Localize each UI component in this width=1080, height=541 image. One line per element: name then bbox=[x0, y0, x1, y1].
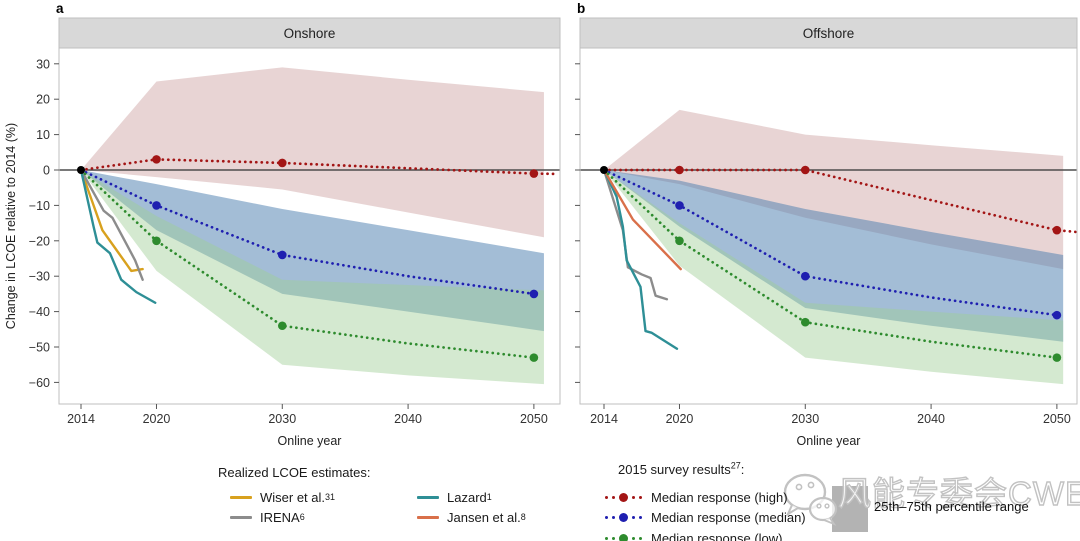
dotted-line-swatch bbox=[603, 513, 644, 522]
y-tick-label: −40 bbox=[29, 305, 50, 319]
y-tick-label: 30 bbox=[36, 57, 50, 71]
survey-legend-title-colon: : bbox=[740, 462, 745, 477]
x-tick-label: 2050 bbox=[1043, 412, 1071, 426]
survey-series-label: Median response (median) bbox=[651, 510, 806, 525]
realized-series-swatch bbox=[230, 495, 252, 499]
survey-series-label: Median response (low) bbox=[651, 530, 783, 541]
y-tick-label: −50 bbox=[29, 341, 50, 355]
x-tick-label: 2014 bbox=[590, 412, 618, 426]
realized-line bbox=[79, 168, 144, 273]
survey-legend-title-text: 2015 survey results bbox=[618, 462, 731, 477]
survey-legend-item: Median response (low) bbox=[603, 530, 783, 541]
realized-line bbox=[602, 168, 679, 350]
origin-dot bbox=[77, 166, 85, 174]
realized-legend-title: Realized LCOE estimates: bbox=[218, 465, 371, 480]
x-tick-label: 2040 bbox=[917, 412, 945, 426]
x-tick-label: 2020 bbox=[143, 412, 171, 426]
y-axis-title: Change in LCOE relative to 2014 (%) bbox=[4, 123, 18, 329]
y-tick-label: 20 bbox=[36, 93, 50, 107]
panel-letter: b bbox=[577, 1, 585, 16]
realized-series-swatch bbox=[230, 515, 252, 519]
x-tick-label: 2040 bbox=[394, 412, 422, 426]
realized-series-label: IRENA bbox=[260, 509, 300, 525]
panel-onshore: Onshore a 2014 2020 2030 2040 2050 Online year 3… bbox=[29, 1, 561, 448]
panel-title: Onshore bbox=[284, 26, 336, 41]
y-tick-label: 0 bbox=[43, 164, 50, 178]
panel-offshore: Offshore b 2014 2020 2030 2040 2050 Online year bbox=[575, 1, 1078, 448]
x-tick-label: 2014 bbox=[67, 412, 95, 426]
survey-legend: 2015 survey results27: Median response (… bbox=[603, 458, 1073, 541]
panel-header bbox=[579, 17, 1078, 49]
plot-border bbox=[579, 47, 1078, 405]
dotted-line-swatch bbox=[603, 492, 644, 502]
survey-marker bbox=[277, 250, 287, 260]
survey-series-label: Median response (high) bbox=[651, 489, 788, 505]
dotted-line-swatch bbox=[603, 533, 644, 541]
survey-median-line bbox=[79, 168, 536, 296]
realized-line bbox=[602, 168, 682, 271]
realized-legend-item: IRENA 6 bbox=[230, 509, 305, 525]
x-tick-label: 2050 bbox=[520, 412, 548, 426]
survey-legend-title: 2015 survey results27: bbox=[618, 460, 745, 477]
plot-border bbox=[58, 47, 561, 405]
percentile-range-swatch bbox=[832, 486, 868, 532]
realized-series-label: Wiser et al. bbox=[260, 489, 326, 505]
realized-series-swatch bbox=[417, 515, 439, 519]
charts-canvas: Onshore a 2014 2020 2030 2040 2050 Online year 3… bbox=[4, 1, 1078, 448]
survey-marker bbox=[1052, 353, 1062, 362]
survey-marker bbox=[1052, 310, 1062, 320]
panel-title: Offshore bbox=[803, 26, 855, 41]
percentile-band bbox=[81, 67, 544, 238]
survey-marker bbox=[1052, 225, 1062, 235]
survey-marker bbox=[152, 236, 161, 246]
realized-legend-item: Jansen et al. 8 bbox=[417, 509, 526, 525]
x-tick-label: 2030 bbox=[791, 412, 819, 426]
survey-median-line bbox=[602, 168, 1059, 317]
realized-legend-item: Wiser et al. 31 bbox=[230, 489, 335, 505]
survey-legend-item: Median response (median) bbox=[603, 510, 806, 526]
x-tick-label: 2030 bbox=[268, 412, 296, 426]
percentile-band bbox=[81, 170, 544, 332]
y-tick-label: −60 bbox=[29, 376, 50, 390]
realized-legend: Realized LCOE estimates: Wiser et al. 31 I… bbox=[218, 462, 588, 537]
realized-legend-item: Lazard 1 bbox=[417, 489, 492, 505]
survey-marker bbox=[675, 236, 684, 246]
percentile-band bbox=[604, 170, 1064, 385]
survey-marker bbox=[800, 165, 810, 175]
survey-marker bbox=[675, 165, 684, 175]
survey-marker bbox=[800, 271, 810, 281]
survey-marker bbox=[277, 321, 287, 331]
realized-series-swatch bbox=[417, 495, 439, 499]
survey-marker bbox=[152, 201, 161, 210]
percentile-band bbox=[81, 170, 544, 385]
realized-series-label: Lazard bbox=[447, 489, 487, 505]
y-tick-label: −30 bbox=[29, 270, 50, 284]
percentile-band bbox=[604, 109, 1064, 270]
survey-median-line bbox=[79, 168, 536, 359]
origin-dot bbox=[600, 166, 608, 174]
survey-marker bbox=[529, 289, 539, 299]
survey-marker bbox=[800, 317, 810, 327]
realized-line bbox=[79, 168, 157, 304]
x-tick-label: 2020 bbox=[666, 412, 694, 426]
survey-legend-title-sup: 27 bbox=[730, 460, 741, 471]
survey-marker bbox=[529, 353, 539, 362]
y-tick-label: −20 bbox=[29, 234, 50, 248]
realized-series-label: Jansen et al. bbox=[447, 509, 521, 525]
y-tick-label: −10 bbox=[29, 199, 50, 213]
survey-marker bbox=[529, 169, 539, 178]
y-tick-label: 10 bbox=[36, 128, 50, 142]
survey-marker bbox=[675, 201, 684, 210]
survey-marker bbox=[152, 155, 161, 164]
survey-marker bbox=[277, 158, 287, 168]
panel-letter: a bbox=[56, 1, 64, 16]
x-axis-title: Online year bbox=[797, 434, 861, 448]
percentile-band bbox=[604, 170, 1064, 342]
survey-legend-item: Median response (high) bbox=[603, 489, 788, 505]
panel-header bbox=[58, 17, 561, 49]
realized-line bbox=[79, 168, 144, 281]
percentile-range-label: 25th–75th percentile range bbox=[874, 499, 1029, 514]
x-axis-title: Online year bbox=[278, 434, 342, 448]
